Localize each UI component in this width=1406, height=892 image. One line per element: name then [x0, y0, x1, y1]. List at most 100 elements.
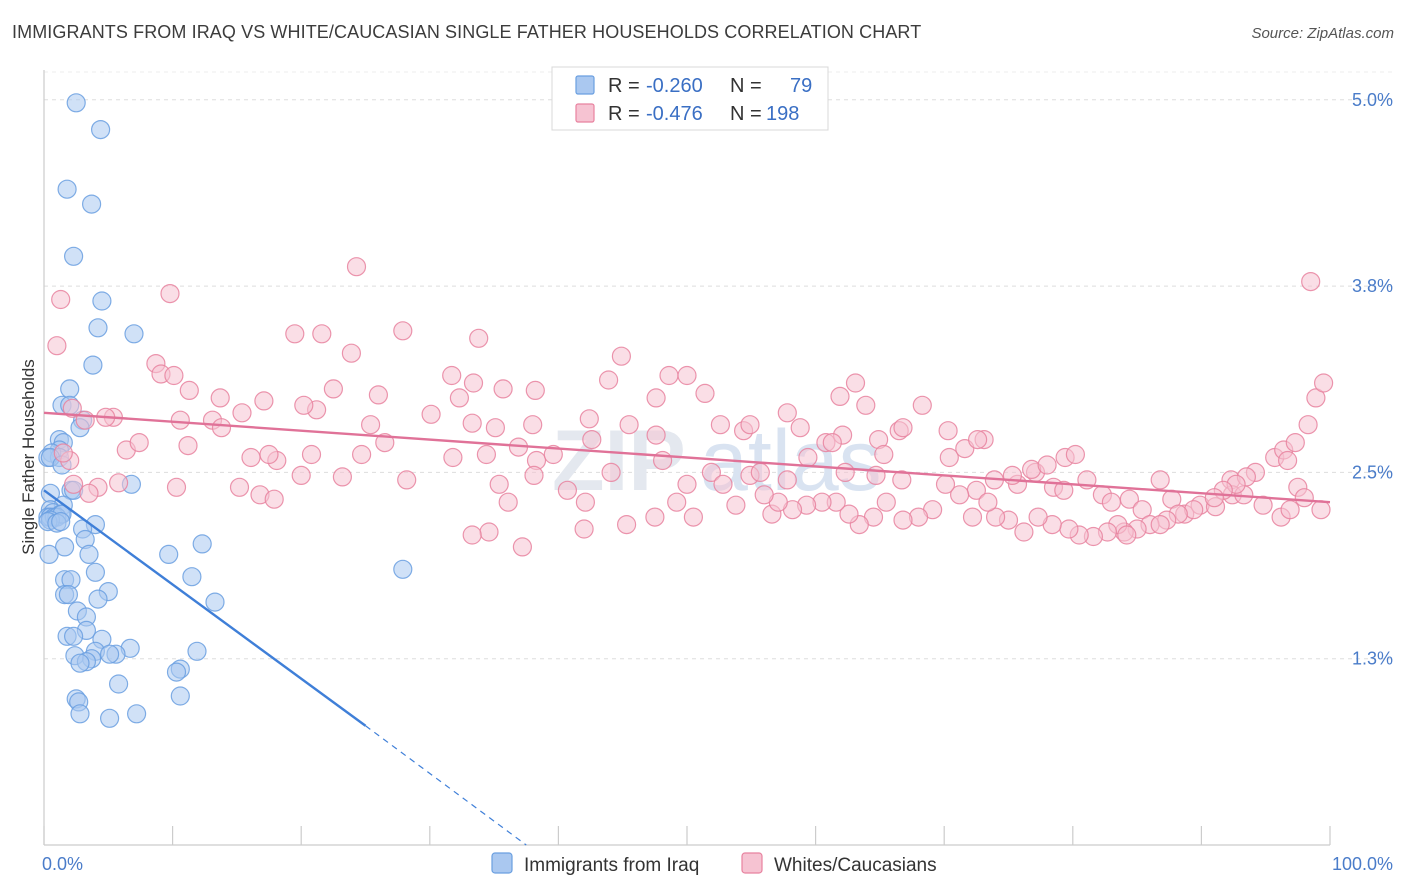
point-1-63: [893, 418, 913, 438]
point-1-32: [294, 395, 314, 415]
series-legend: Immigrants from Iraq Whites/Caucasians: [491, 852, 937, 876]
point-1-105: [726, 495, 746, 515]
point-1-1: [160, 284, 180, 304]
point-1-71: [301, 444, 322, 465]
point-1-46: [421, 404, 441, 424]
legend-n-label-1: N =: [730, 103, 762, 125]
point-1-8: [341, 343, 361, 363]
point-1-94: [524, 465, 544, 485]
point-1-110: [874, 444, 894, 465]
series-whites: [47, 257, 1334, 557]
point-1-85: [229, 477, 250, 497]
point-0-4: [63, 246, 84, 266]
point-1-50: [619, 415, 639, 435]
point-1-194: [498, 492, 518, 512]
point-0-0: [66, 93, 86, 113]
point-1-17: [525, 380, 545, 400]
point-0-49: [182, 567, 202, 587]
point-1-66: [822, 433, 842, 453]
point-1-36: [232, 403, 252, 423]
point-1-181: [839, 504, 859, 524]
point-1-170: [985, 507, 1006, 527]
point-0-61: [63, 626, 84, 646]
point-1-58: [939, 447, 959, 468]
point-0-44: [79, 544, 99, 565]
legend-n-value-1: 198: [766, 103, 799, 125]
point-0-56: [205, 592, 225, 612]
point-1-188: [683, 507, 704, 527]
point-1-49: [579, 409, 599, 429]
point-0-5: [92, 291, 112, 311]
point-1-61: [967, 430, 988, 450]
point-1-26: [830, 386, 850, 406]
point-0-77: [170, 686, 190, 706]
point-1-87: [264, 489, 284, 509]
point-1-44: [361, 415, 381, 435]
point-1-148: [1313, 373, 1334, 393]
point-1-199: [1117, 525, 1137, 545]
point-1-12: [463, 373, 484, 393]
point-1-92: [476, 444, 496, 465]
point-0-54: [58, 584, 79, 605]
point-1-145: [1285, 433, 1305, 453]
point-0-38: [51, 511, 71, 532]
trend-line-iraq: [43, 489, 367, 727]
point-1-168: [1014, 522, 1034, 542]
point-1-64: [710, 415, 731, 435]
legend-box: [551, 66, 829, 131]
point-1-73: [259, 444, 279, 465]
point-1-11: [493, 379, 513, 399]
point-1-30: [856, 395, 876, 415]
point-0-55: [88, 589, 108, 609]
legend-swatch-iraq: [575, 75, 595, 95]
point-1-146: [1298, 415, 1318, 435]
point-1-129: [1150, 470, 1170, 490]
point-0-3: [81, 194, 102, 214]
point-1-21: [611, 346, 632, 366]
point-1-23: [677, 365, 697, 386]
x-tick-label-0: 0.0%: [42, 854, 83, 874]
point-1-124: [1054, 480, 1074, 500]
point-0-79: [127, 704, 147, 724]
point-1-104: [750, 462, 770, 482]
point-0-7: [124, 324, 144, 344]
point-1-82: [79, 483, 99, 503]
point-1-149: [1277, 450, 1298, 471]
point-1-6: [393, 321, 413, 341]
point-1-119: [1037, 455, 1057, 475]
point-1-191: [616, 514, 637, 535]
legend-swatch-whites: [575, 103, 595, 123]
point-0-80: [99, 708, 120, 728]
point-1-197: [462, 525, 482, 545]
point-1-196: [479, 522, 499, 542]
point-1-43: [211, 418, 232, 438]
y-tick-label-2: 3.8%: [1352, 276, 1393, 296]
point-1-174: [935, 474, 956, 494]
point-0-47: [393, 559, 413, 579]
point-1-20: [598, 370, 619, 390]
point-1-141: [1311, 500, 1331, 520]
point-1-48: [485, 418, 505, 438]
point-1-91: [443, 447, 463, 468]
point-1-100: [677, 474, 697, 494]
point-1-25: [646, 388, 666, 408]
point-1-22: [659, 365, 679, 386]
point-1-109: [835, 462, 855, 482]
point-1-108: [798, 447, 818, 468]
legend-n-label-0: N =: [730, 75, 762, 97]
bottom-legend-label-iraq: Immigrants from Iraq: [524, 855, 699, 876]
point-1-107: [777, 470, 797, 490]
point-0-73: [166, 662, 187, 682]
point-0-43: [54, 537, 75, 557]
point-1-128: [1132, 500, 1152, 520]
point-1-97: [543, 444, 563, 465]
point-1-15: [164, 365, 184, 386]
point-1-3: [1301, 272, 1321, 292]
point-0-1: [90, 120, 111, 140]
point-1-84: [166, 477, 187, 497]
point-1-53: [740, 415, 760, 435]
point-1-75: [178, 436, 198, 456]
point-0-6: [88, 318, 108, 338]
point-1-16: [449, 388, 469, 408]
point-1-193: [512, 537, 533, 557]
